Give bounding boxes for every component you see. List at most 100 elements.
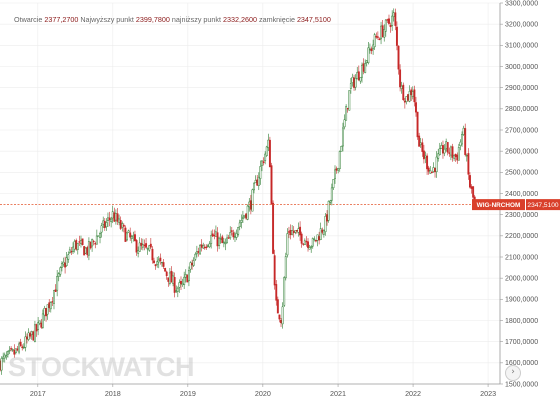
candle-body (470, 186, 473, 189)
candle-body (265, 146, 268, 156)
candle-body (391, 15, 394, 26)
candle-body (126, 232, 128, 241)
candle-body (100, 225, 103, 233)
candle-body (353, 77, 356, 88)
candle-body (430, 171, 433, 173)
candle-body (345, 106, 348, 121)
candle-body (446, 142, 449, 153)
y-tick-label: 3200,0000 (505, 21, 538, 28)
candle-body (462, 127, 465, 135)
candle-body (45, 308, 47, 317)
candle-body (49, 302, 52, 310)
candle-body (16, 348, 19, 351)
candle-body (364, 63, 367, 73)
candle-body (75, 240, 78, 250)
candle-body (137, 250, 140, 254)
candle-body (424, 155, 427, 158)
candle-body (435, 156, 438, 172)
candle-body (232, 232, 235, 238)
candle-body (234, 236, 236, 238)
candle-body (264, 153, 267, 161)
candle-body (122, 224, 125, 227)
candle-body (207, 245, 209, 247)
candle-body (332, 179, 335, 189)
candle-body (157, 259, 160, 263)
candle-body (251, 189, 254, 212)
candle-body (316, 234, 319, 241)
candle-body (351, 76, 354, 83)
candle-body (253, 183, 255, 191)
candle-body (283, 277, 286, 306)
candle-body (373, 34, 376, 48)
candle-body (76, 243, 79, 250)
candle-body (372, 44, 375, 50)
candle-body (307, 241, 309, 248)
candle-body (202, 245, 205, 249)
candle-body (92, 240, 95, 243)
candle-body (0, 360, 1, 371)
candle-body (302, 243, 305, 245)
candle-body (357, 71, 360, 81)
x-axis: 2017 2018 2019 2020 2021 2022 2023 (0, 383, 500, 398)
candle-body (124, 227, 127, 242)
candle-body (389, 25, 392, 28)
candle-body (268, 139, 271, 168)
x-tick-label: 2023 (480, 389, 496, 398)
candle-body (453, 155, 456, 159)
candle-body (275, 284, 278, 301)
candle-body (10, 348, 13, 350)
candle-body (46, 304, 49, 315)
candle-body (134, 234, 136, 242)
candle-body (91, 239, 94, 247)
candle-body (103, 220, 106, 229)
open-value: 2377,2700 (44, 15, 79, 24)
candle-body (257, 176, 260, 186)
candle-body (195, 251, 198, 255)
candle-body (35, 324, 38, 332)
candle-body (3, 354, 6, 359)
candle-body (229, 232, 232, 239)
y-tick-label: 3000,0000 (505, 64, 538, 71)
candle-body (184, 273, 187, 278)
candle-body (159, 257, 162, 262)
candle-body (181, 283, 184, 286)
candle-body (305, 240, 308, 243)
candle-body (392, 12, 395, 18)
candle-body (172, 275, 175, 284)
candle-body (148, 245, 151, 251)
candle-body (119, 220, 122, 229)
y-tick-label: 2900,0000 (505, 85, 538, 92)
candle-body (367, 47, 370, 64)
candle-body (154, 264, 157, 267)
candle-body (276, 299, 279, 314)
candle-body (113, 212, 116, 222)
candle-body (2, 356, 5, 359)
candle-body (288, 231, 290, 233)
candle-body (224, 242, 227, 245)
candle-body (465, 155, 468, 157)
candle-body (68, 249, 71, 254)
candle-body (102, 220, 105, 225)
candle-body (281, 306, 284, 325)
candle-body (327, 201, 330, 221)
candle-body (442, 145, 444, 154)
y-tick-label: 3300,0000 (505, 0, 538, 7)
candle-body (214, 231, 217, 237)
badge-name: WIG-NRCHOM (477, 202, 521, 209)
candle-body (30, 331, 33, 335)
candle-body (403, 100, 406, 103)
y-tick-label: 2300,0000 (505, 212, 538, 219)
candle-body (153, 260, 155, 263)
candle-body (343, 119, 346, 128)
y-tick-label: 2200,0000 (505, 233, 538, 240)
candle-body (170, 270, 173, 283)
candle-body (19, 341, 22, 347)
candle-body (86, 247, 89, 256)
candle-body (292, 230, 295, 234)
candle-body (167, 277, 170, 282)
candle-body (175, 290, 178, 292)
candle-body (429, 169, 432, 174)
high-label: Najwyższy punkt (80, 15, 134, 24)
y-tick-label: 1700,0000 (505, 339, 538, 346)
chevron-right-icon[interactable]: › (505, 365, 521, 381)
